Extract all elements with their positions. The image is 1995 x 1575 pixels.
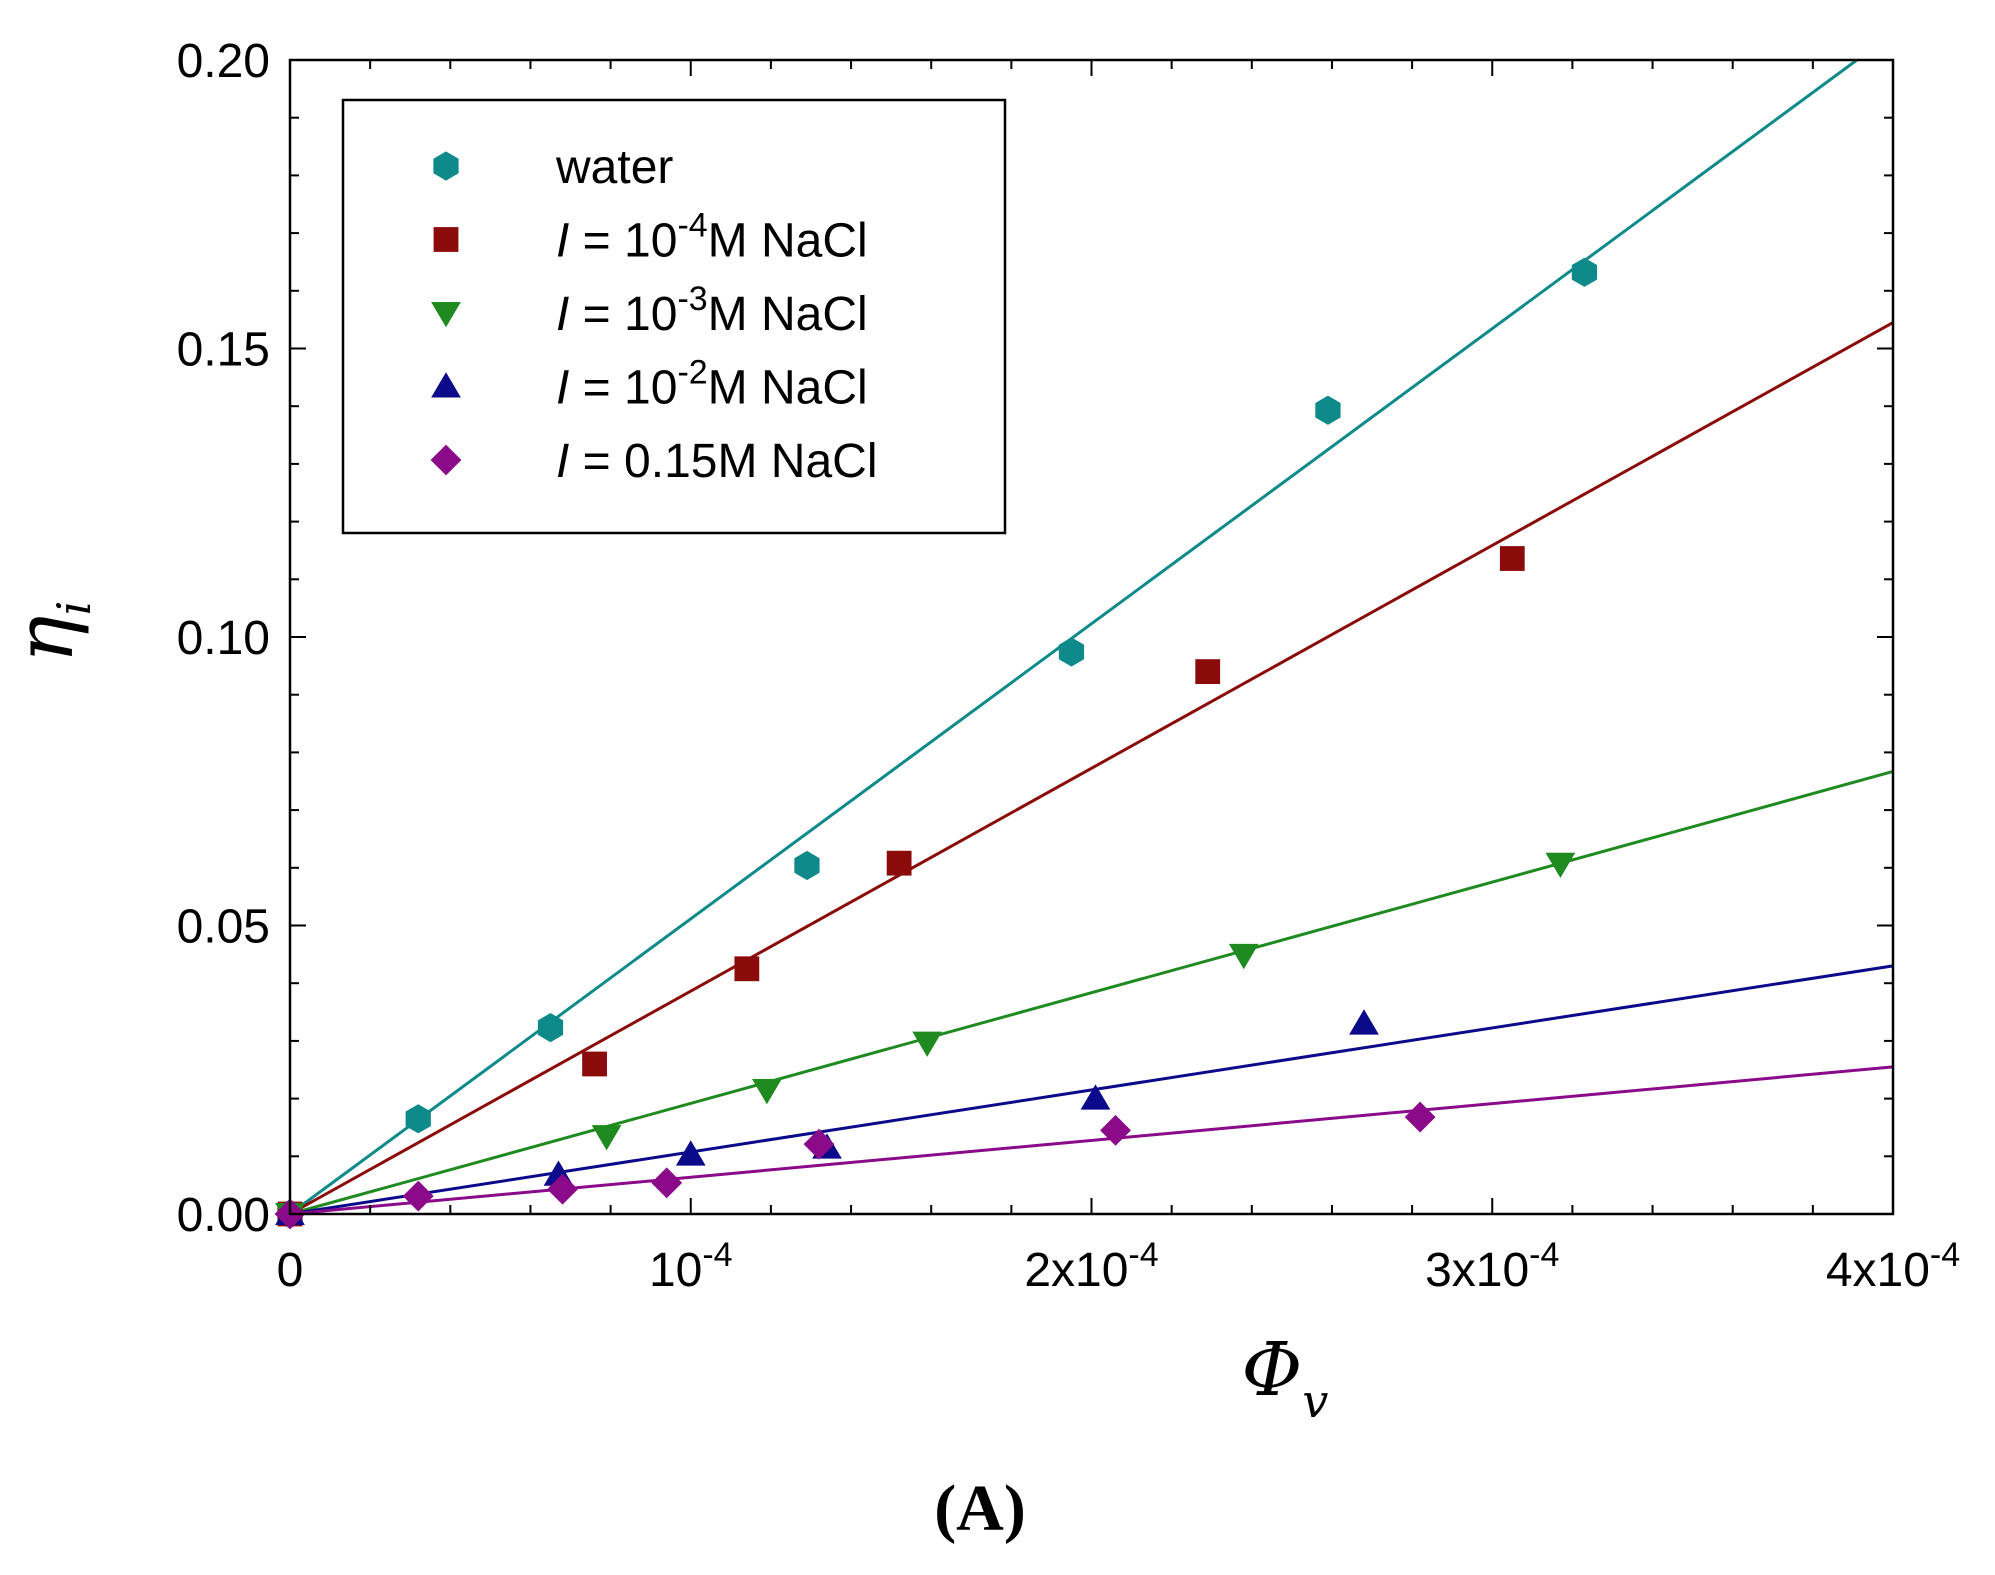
data-point-series-0: [405, 1104, 431, 1134]
x-axis-title: Φv: [1242, 1327, 1329, 1428]
data-point-series-3: [1080, 1084, 1111, 1110]
y-tick-labels: 0.00 0.05 0.10 0.15 0.20: [177, 35, 270, 1242]
legend-label-0: water: [555, 141, 673, 194]
data-point-series-1: [886, 850, 912, 876]
data-point-series-1: [1499, 546, 1525, 571]
legend-label-3: I = 10-2M NaCl: [556, 354, 868, 415]
legend-marker-2: [431, 302, 461, 328]
data-point-series-4: [402, 1180, 434, 1212]
data-point-series-1: [734, 956, 760, 982]
x-tick-label: 0: [277, 1244, 304, 1297]
data-point-series-2: [1545, 852, 1576, 879]
y-tick-label: 0.10: [177, 612, 270, 665]
data-point-series-2: [912, 1031, 943, 1057]
panel-label: (A): [934, 1472, 1026, 1545]
data-point-series-2: [1228, 943, 1259, 970]
x-tick-label: 4x10-4: [1826, 1236, 1960, 1297]
data-point-series-2: [591, 1125, 622, 1151]
legend-label-1: I = 10-4M NaCl: [556, 207, 868, 268]
plot-frame: [288, 58, 1895, 1216]
y-axis-title: ηi: [0, 601, 101, 664]
x-tick-label: 3x10-4: [1425, 1236, 1559, 1297]
data-point-series-3: [1349, 1009, 1379, 1035]
legend-marker-3: [431, 372, 461, 398]
data-point-series-0: [1058, 637, 1085, 667]
data-point-series-3: [675, 1140, 706, 1166]
data-point-series-4: [1404, 1101, 1436, 1133]
data-point-series-0: [537, 1013, 564, 1043]
x-axis-title-main: Φ: [1242, 1327, 1303, 1413]
data-point-series-1: [582, 1051, 607, 1077]
y-axis-title-main: η: [0, 615, 91, 663]
y-tick-label: 0.15: [177, 324, 270, 377]
data-point-series-0: [1571, 257, 1598, 287]
legend-label-2: I = 10-3M NaCl: [556, 280, 868, 341]
y-tick-label: 0.20: [177, 35, 270, 88]
x-axis-title-sub: v: [1302, 1374, 1328, 1428]
fit-line-series-2: [289, 769, 1894, 1216]
legend-label-4: I = 0.15M NaCl: [556, 435, 877, 488]
data-point-series-0: [794, 850, 820, 881]
data-point-series-4: [547, 1173, 578, 1205]
legend-marker-4: [430, 444, 462, 476]
data-point-series-4: [651, 1167, 683, 1199]
data-point-series-1: [1195, 659, 1221, 685]
data-point-series-0: [1315, 395, 1341, 425]
fit-line-series-1: [289, 321, 1894, 1216]
x-tick-label: 10-4: [649, 1236, 733, 1297]
x-tick-label: 2x10-4: [1024, 1236, 1158, 1297]
data-point-series-2: [752, 1078, 782, 1105]
y-tick-label: 0.00: [177, 1189, 270, 1242]
legend-marker-1: [433, 227, 459, 252]
data-point-series-4: [1100, 1114, 1131, 1146]
x-tick-labels: 0 10-4 2x10-4 3x10-4 4x10-4: [277, 1236, 1961, 1297]
y-axis-title-sub: i: [47, 601, 101, 616]
legend: water I = 10-4M NaCl I = 10-3M NaCl I = 10-…: [341, 98, 1007, 535]
data-point-series-4: [803, 1128, 835, 1160]
legend-marker-0: [433, 151, 459, 181]
y-tick-label: 0.05: [177, 901, 270, 954]
